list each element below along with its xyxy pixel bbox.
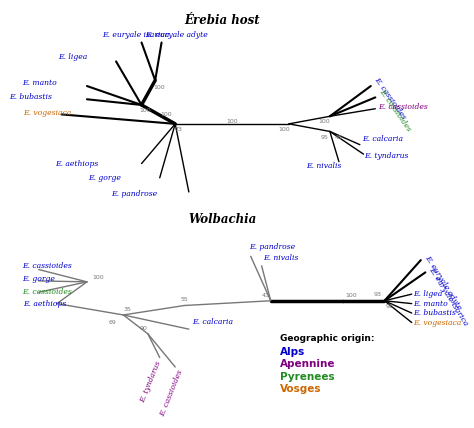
Text: E. calcaria: E. calcaria [362, 135, 403, 143]
Text: E. bubastis: E. bubastis [9, 93, 53, 101]
Text: E. euryale isarica: E. euryale isarica [427, 266, 470, 327]
Text: Érebia host: Érebia host [185, 14, 260, 27]
Text: E. cassioides: E. cassioides [378, 103, 428, 111]
Text: Apennine: Apennine [280, 360, 335, 369]
Text: E. aethiops: E. aethiops [23, 300, 66, 308]
Text: Geographic origin:: Geographic origin: [280, 334, 374, 343]
Text: Alps: Alps [280, 347, 305, 357]
Text: 100: 100 [345, 293, 356, 297]
Text: E. gorge: E. gorge [22, 275, 55, 283]
Text: Pyrenees: Pyrenees [280, 372, 335, 382]
Text: 93: 93 [373, 291, 381, 297]
Text: E. pandrose: E. pandrose [111, 190, 157, 198]
Text: E. manto: E. manto [22, 79, 57, 87]
Text: E. calcaria: E. calcaria [192, 318, 234, 326]
Text: 90: 90 [139, 326, 147, 331]
Text: 100: 100 [153, 86, 164, 90]
Text: E. cassioides: E. cassioides [22, 262, 72, 270]
Text: E. cassioides: E. cassioides [22, 288, 72, 296]
Text: 100: 100 [92, 275, 104, 279]
Text: 100: 100 [160, 112, 172, 117]
Text: E. euryale isarica: E. euryale isarica [102, 31, 170, 39]
Text: 43: 43 [262, 293, 270, 297]
Text: E. pandrose: E. pandrose [249, 243, 295, 251]
Text: 35: 35 [123, 307, 131, 312]
Text: 69: 69 [109, 320, 116, 325]
Text: 100: 100 [279, 127, 290, 132]
Text: 100: 100 [227, 119, 238, 124]
Text: E. ligea: E. ligea [58, 53, 87, 61]
Text: Vosges: Vosges [280, 384, 321, 394]
Text: E. cassioides: E. cassioides [158, 369, 184, 418]
Text: 98: 98 [386, 304, 394, 309]
Text: E. cassioides: E. cassioides [377, 87, 412, 132]
Text: Wolbachia: Wolbachia [188, 213, 256, 226]
Text: E. aethiops: E. aethiops [55, 160, 98, 168]
Text: 73: 73 [175, 127, 183, 132]
Text: E. vogesiaca: E. vogesiaca [23, 110, 72, 117]
Text: 100: 100 [319, 119, 330, 125]
Text: E. nivalis: E. nivalis [306, 162, 342, 170]
Text: E. ligea: E. ligea [413, 290, 443, 298]
Text: E. bubastis: E. bubastis [413, 309, 456, 317]
Text: 100: 100 [139, 108, 151, 113]
Text: 95: 95 [320, 135, 328, 140]
Text: E. manto: E. manto [413, 300, 448, 308]
Text: E. cassioides: E. cassioides [373, 76, 408, 121]
Text: 55: 55 [181, 297, 188, 302]
Text: 48: 48 [335, 135, 343, 140]
Text: E. vogesiaca: E. vogesiaca [413, 318, 462, 327]
Text: E. tyndarus: E. tyndarus [365, 152, 409, 160]
Text: E. gorge: E. gorge [88, 174, 120, 182]
Text: E. nivalis: E. nivalis [264, 254, 299, 262]
Text: E. euryale adyte: E. euryale adyte [145, 31, 208, 39]
Text: E. tyndarus: E. tyndarus [138, 360, 163, 404]
Text: E. euryale adyte: E. euryale adyte [423, 254, 463, 312]
